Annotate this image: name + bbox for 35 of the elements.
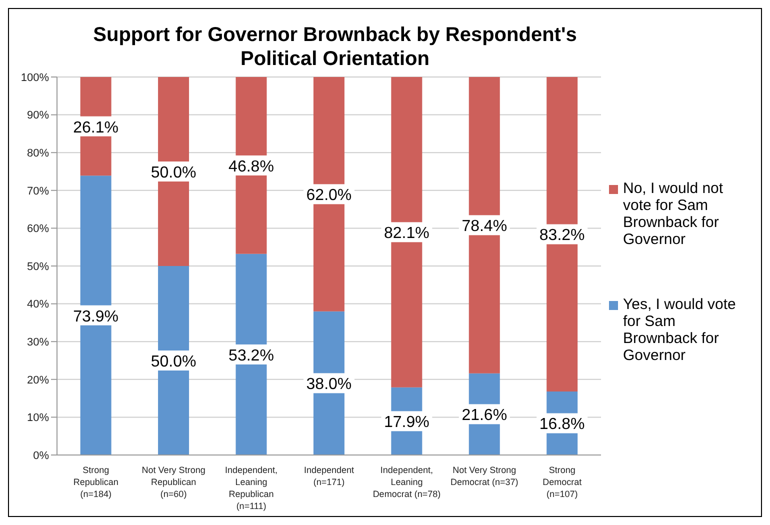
data-label: 62.0% — [306, 187, 352, 204]
x-tick-label: Strong Democrat (n=107) — [542, 465, 582, 499]
x-tick-label: Independent, Leaning Democrat (n=78) — [372, 465, 441, 499]
y-tick-label: 10% — [26, 412, 50, 424]
data-label: 17.9% — [384, 414, 430, 432]
y-tick-label: 70% — [26, 185, 50, 198]
x-tick-label: Not Very Strong Republican (n=60) — [142, 465, 206, 499]
x-tick-label: Independent (n=171) — [304, 465, 355, 487]
y-tick-label: 0% — [33, 450, 50, 462]
legend-label: No, I would not vote for Sam Brownback for Governor — [623, 180, 724, 248]
y-tick-label: 50% — [26, 260, 50, 273]
data-label: 38.0% — [306, 376, 352, 394]
data-label: 16.8% — [539, 416, 585, 434]
chart-title: Support for Governor Brownback by Respondent's Political Orientation — [92, 23, 578, 71]
data-label: 73.9% — [73, 308, 118, 326]
y-tick-label: 30% — [26, 336, 50, 349]
data-label: 26.1% — [73, 119, 118, 136]
data-label: 50.0% — [150, 354, 196, 370]
data-label: 83.2% — [539, 227, 585, 244]
data-label: 78.4% — [462, 218, 508, 236]
x-tick-label: Strong Republican (n=184) — [73, 465, 118, 499]
data-label: 53.2% — [228, 347, 274, 364]
y-tick-label: 90% — [26, 110, 50, 122]
y-tick-label: 100% — [20, 72, 50, 84]
x-tick-label: Not Very Strong Democrat (n=37) — [450, 465, 518, 487]
legend-label: Yes, I would vote for Sam Brownback for Governor — [623, 296, 737, 364]
x-tick-label: Independent, Leaning Republican (n=111) — [225, 465, 278, 511]
y-tick-label: 40% — [26, 298, 50, 311]
data-label: 46.8% — [228, 158, 274, 176]
data-label: 50.0% — [150, 164, 196, 182]
y-tick-label: 80% — [26, 148, 50, 160]
y-tick-label: 60% — [26, 223, 50, 236]
data-label: 21.6% — [462, 407, 508, 424]
y-tick-label: 20% — [26, 374, 50, 386]
data-label: 82.1% — [384, 225, 430, 242]
